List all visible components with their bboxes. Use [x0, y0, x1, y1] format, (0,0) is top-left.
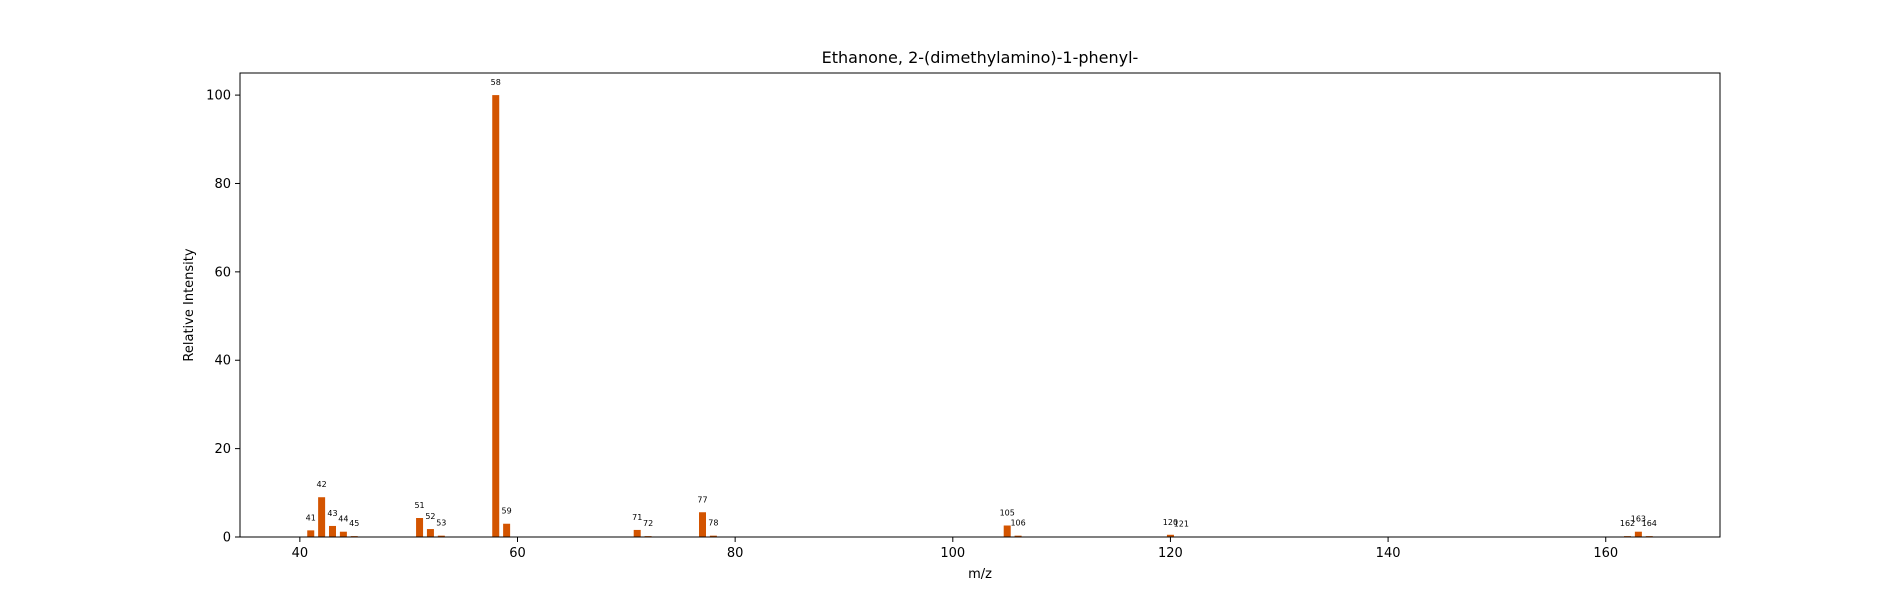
peak-bar-42	[318, 497, 326, 537]
x-axis-label: m/z	[968, 567, 992, 582]
peak-label-105: 105	[1000, 509, 1015, 518]
peak-bar-58	[492, 95, 500, 537]
peak-bar-53	[437, 535, 445, 537]
peak-label-72: 72	[643, 519, 653, 528]
peak-label-53: 53	[436, 519, 446, 528]
plot-frame	[239, 72, 1721, 538]
peak-bar-52	[426, 529, 434, 537]
x-tick-label-60: 60	[509, 546, 526, 561]
peak-label-45: 45	[349, 519, 359, 528]
peak-label-78: 78	[708, 519, 718, 528]
peak-label-162: 162	[1620, 519, 1635, 528]
peak-bar-163	[1634, 531, 1642, 537]
peak-label-120: 120	[1163, 518, 1178, 527]
peak-bar-44	[339, 531, 347, 537]
x-tick-label-80: 80	[727, 546, 744, 561]
peak-bar-71	[633, 529, 641, 537]
peak-label-59: 59	[502, 507, 512, 516]
peak-label-44: 44	[338, 515, 348, 524]
peak-bar-78	[709, 535, 717, 537]
peak-bar-51	[416, 518, 424, 537]
y-tick-label-100: 100	[206, 89, 231, 104]
peak-bar-120	[1166, 534, 1174, 537]
peak-label-71: 71	[632, 513, 642, 522]
peak-label-164: 164	[1642, 519, 1657, 528]
y-axis-label: Relative Intensity	[182, 248, 197, 361]
peak-bar-77	[699, 512, 706, 537]
y-tick-label-60: 60	[214, 265, 231, 280]
x-tick-label-140: 140	[1376, 546, 1401, 561]
peak-bar-105	[1003, 525, 1011, 537]
peak-label-58: 58	[491, 78, 501, 87]
peak-bar-59	[503, 523, 511, 537]
chart-title: Ethanone, 2-(dimethylamino)-1-phenyl-	[822, 48, 1139, 67]
peak-label-52: 52	[425, 512, 435, 521]
y-tick-label-0: 0	[223, 531, 231, 546]
x-tick-label-160: 160	[1593, 546, 1618, 561]
peak-label-163: 163	[1631, 515, 1646, 524]
x-axis: 40 60 80 100 120 140 160	[292, 537, 1618, 561]
y-tick-label-20: 20	[214, 442, 231, 457]
peak-label-43: 43	[327, 509, 337, 518]
bars-layer	[307, 95, 1653, 537]
peak-bar-41	[307, 530, 315, 537]
peak-label-42: 42	[317, 480, 327, 489]
peak-label-77: 77	[697, 495, 707, 504]
peak-label-121: 121	[1174, 520, 1189, 529]
y-tick-label-80: 80	[214, 177, 231, 192]
y-axis: 0 20 40 60 80 100	[206, 89, 240, 546]
peak-bar-106	[1014, 535, 1022, 537]
x-tick-label-40: 40	[292, 546, 309, 561]
peak-bar-43	[329, 525, 336, 537]
y-tick-label-40: 40	[214, 354, 231, 369]
peak-label-51: 51	[414, 501, 424, 510]
peak-label-41: 41	[306, 513, 316, 522]
peak-label-106: 106	[1010, 519, 1025, 528]
x-tick-label-100: 100	[940, 546, 965, 561]
x-tick-label-120: 120	[1158, 546, 1183, 561]
